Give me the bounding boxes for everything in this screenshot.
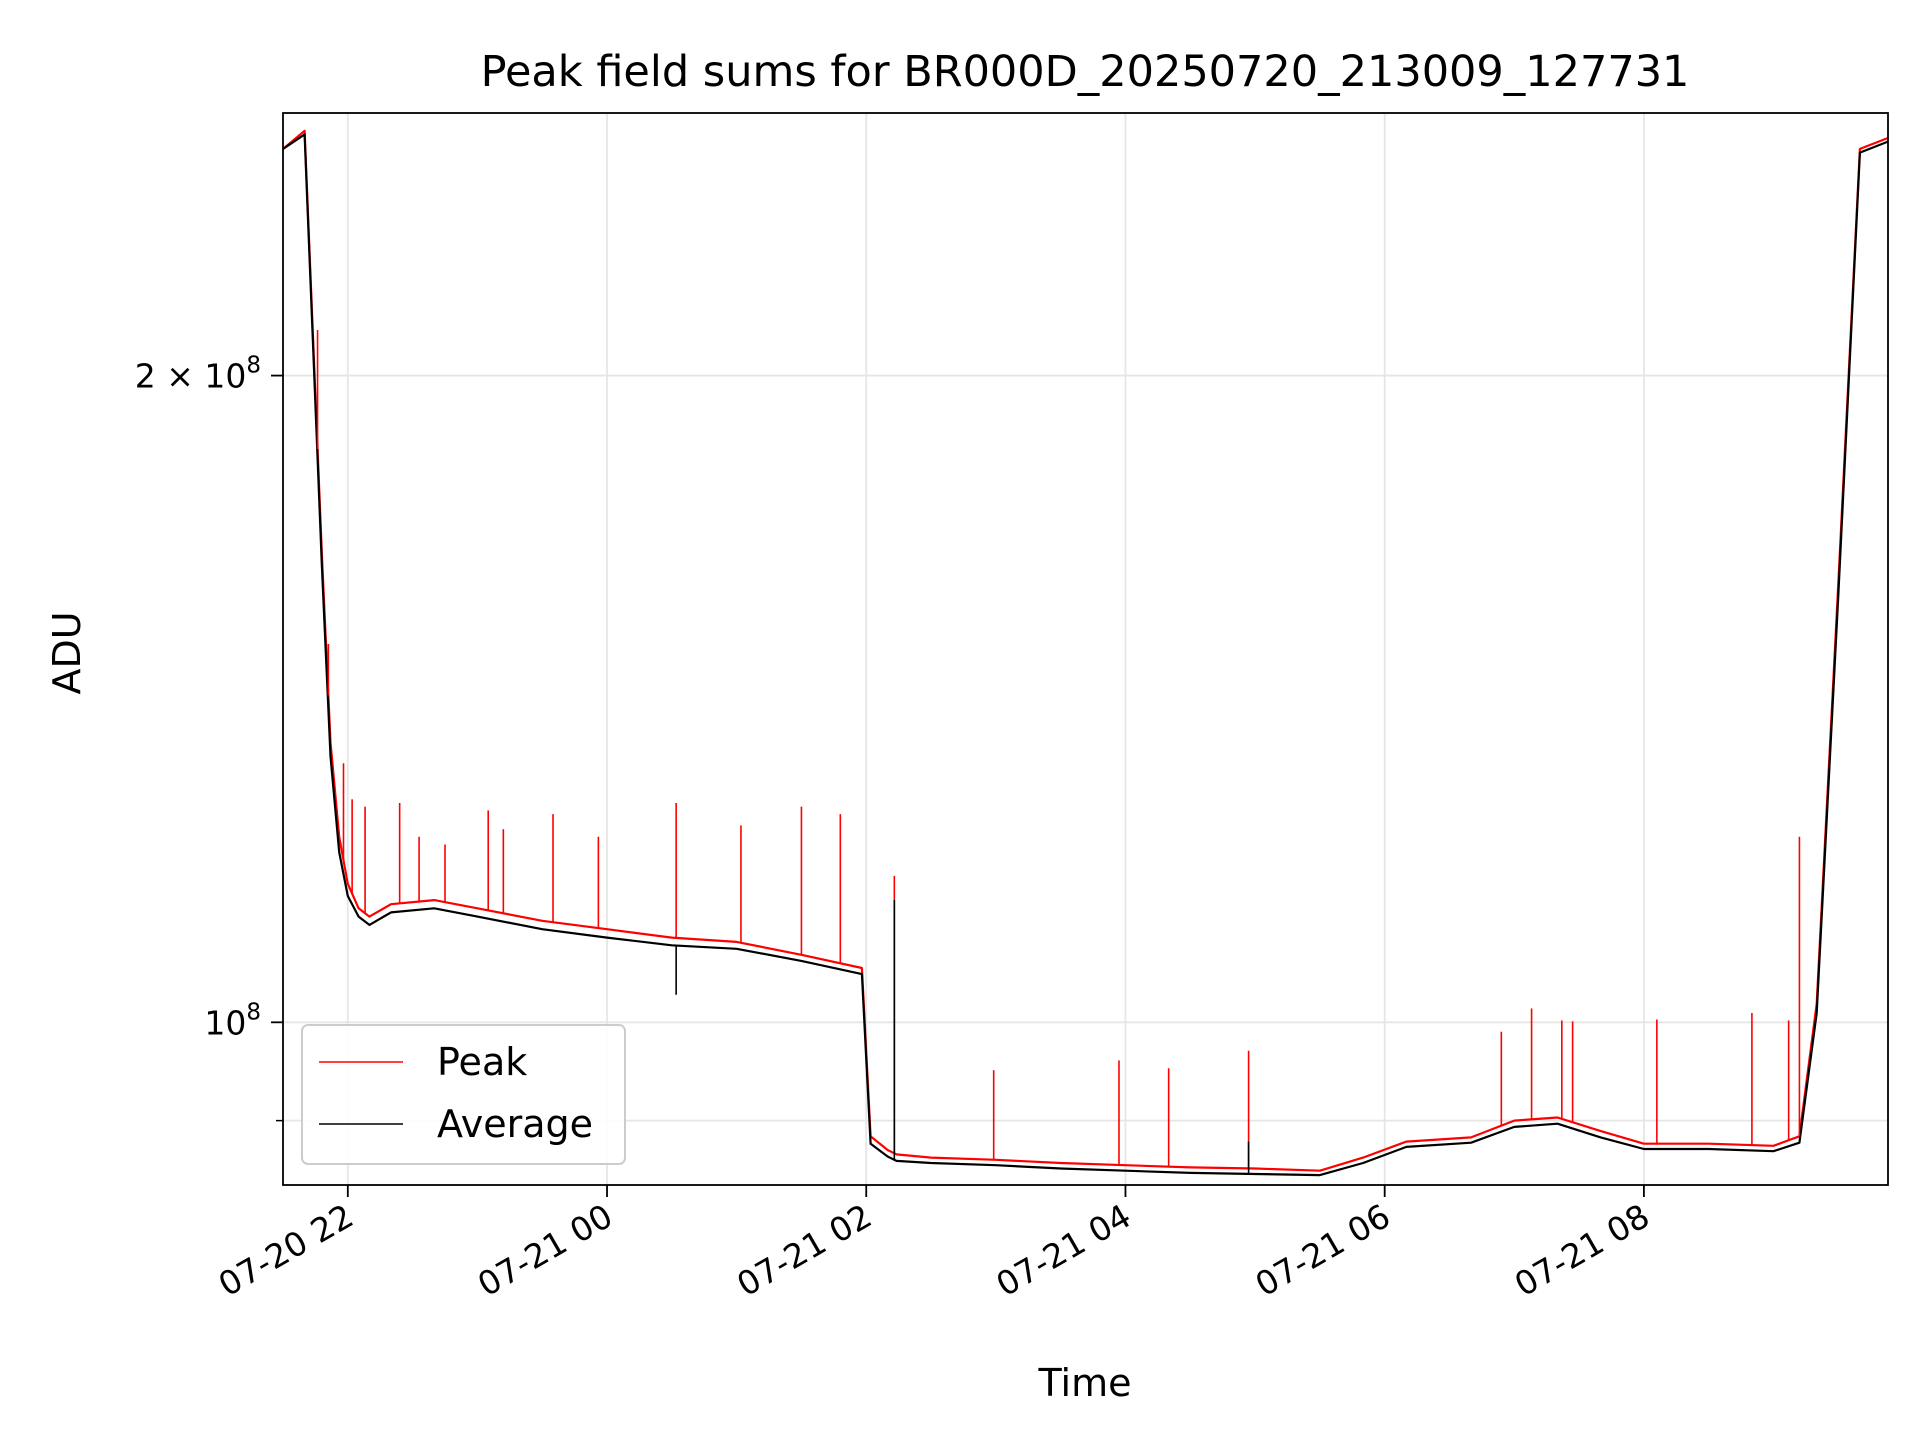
plot-frame	[282, 112, 1889, 1186]
series-line-average	[283, 133, 1888, 1177]
legend-peak-label: Peak	[437, 1040, 527, 1084]
y-tick-label: 2 × 108	[135, 353, 261, 396]
series-line-peak	[283, 129, 1888, 1172]
y-tick-label-base: 2 × 10	[135, 357, 247, 396]
y-axis-label: ADU	[45, 611, 89, 694]
y-tick-label-exponent: 8	[246, 999, 261, 1025]
x-axis-label: Time	[1038, 1361, 1132, 1405]
series-layer	[283, 129, 1888, 1177]
legend-box	[301, 1024, 626, 1165]
y-tick-label-base: 10	[204, 1003, 246, 1042]
legend: Peak Average	[301, 1024, 626, 1165]
y-tick-label: 108	[204, 999, 261, 1042]
y-tick-label-exponent: 8	[246, 353, 261, 379]
legend-average-label: Average	[437, 1102, 593, 1146]
chart-title: Peak field sums for BR000D_20250720_2130…	[481, 47, 1690, 97]
